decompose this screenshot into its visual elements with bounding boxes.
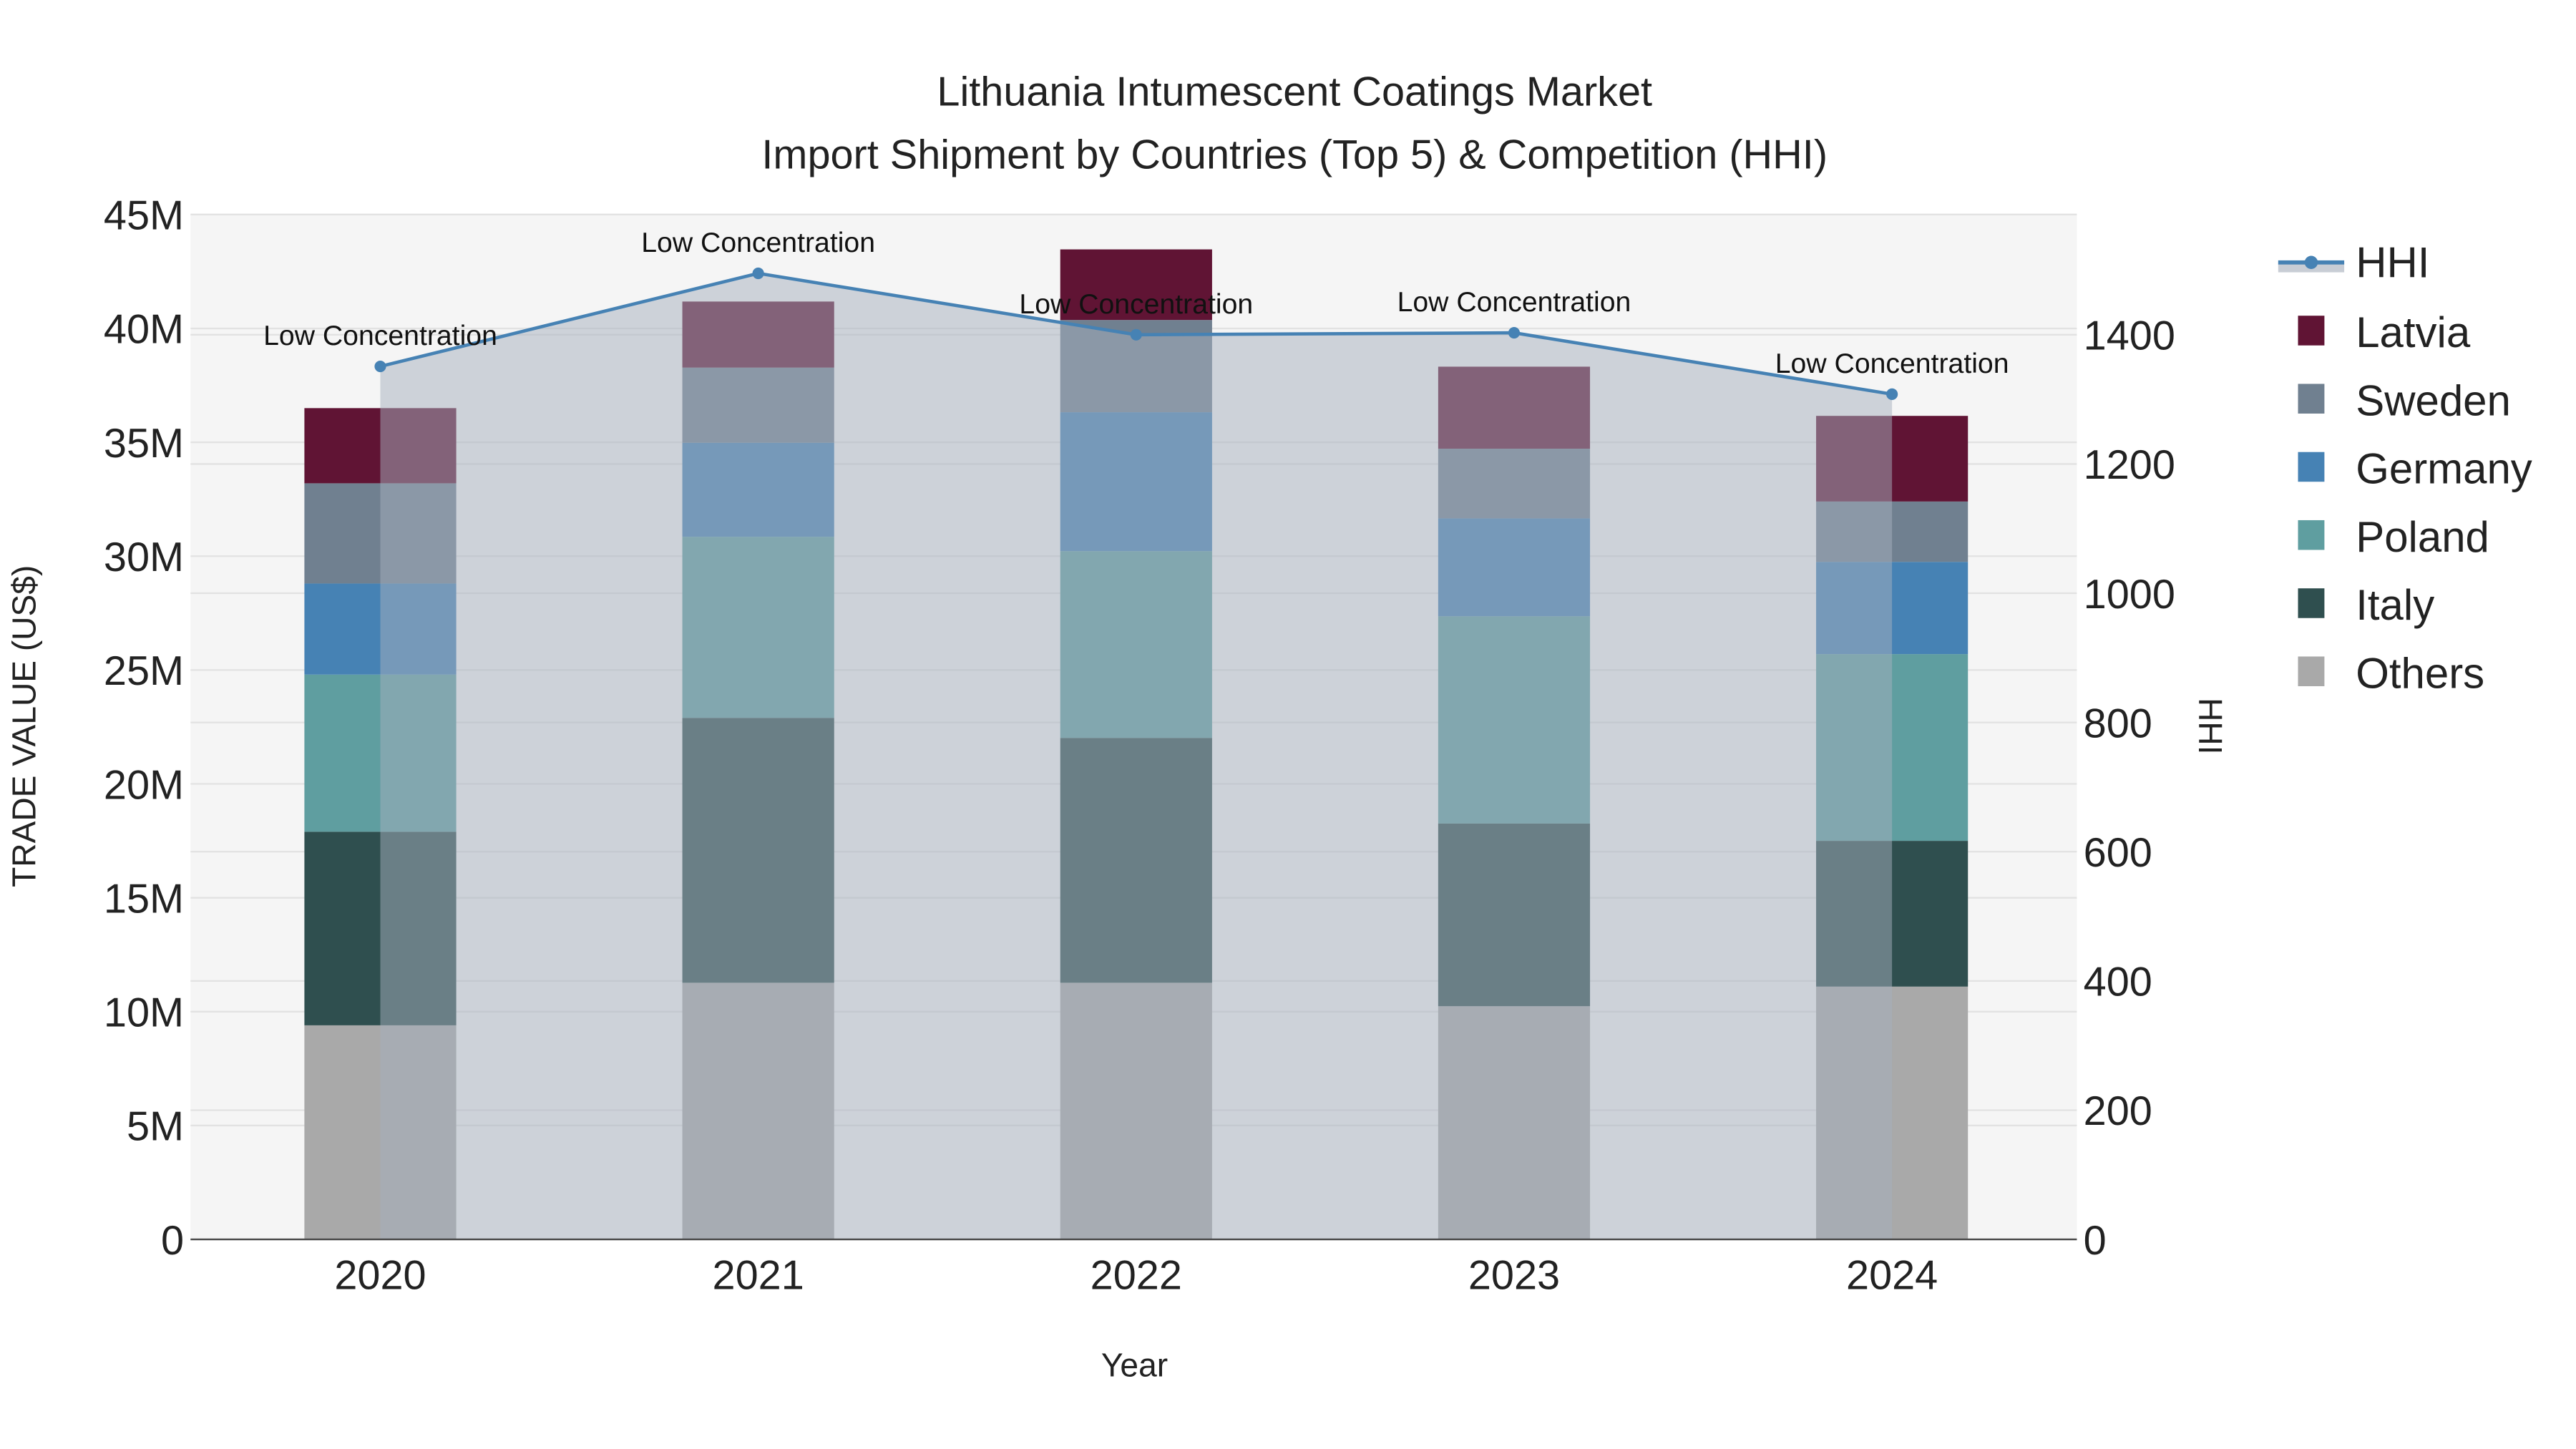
x-axis-title: Year [1101, 1347, 1168, 1384]
hhi-annotation: Low Concentration [641, 228, 875, 258]
y-tick-label: 45M [104, 193, 184, 239]
hhi-annotation: Low Concentration [1775, 348, 2009, 379]
legend-swatch-latvia [2298, 316, 2325, 346]
hhi-annotation: Low Concentration [263, 321, 497, 351]
legend-swatch-sweden [2298, 384, 2325, 414]
y-tick-label: 0 [161, 1218, 184, 1264]
y2-tick-label: 400 [2084, 960, 2152, 1005]
hhi-annotation: Low Concentration [1019, 289, 1253, 320]
legend-swatch-others [2298, 656, 2325, 686]
y2-tick-label: 1200 [2084, 442, 2175, 488]
legend-swatch-italy [2298, 588, 2325, 618]
y2-axis-title: HHI [2192, 698, 2229, 754]
bar-latvia-2022 [1060, 249, 1212, 321]
legend-swatch-poland [2298, 519, 2325, 550]
y-tick-label: 25M [104, 648, 184, 694]
hhi-area [380, 273, 1893, 1240]
chart-subtitle: Import Shipment by Countries (Top 5) & C… [761, 132, 1828, 177]
x-tick-label: 2021 [713, 1252, 804, 1298]
y2-tick-label: 1400 [2084, 313, 2175, 359]
hhi-points: Low Concentration Low Concentration Low Co… [263, 228, 2009, 400]
legend-label-latvia: Latvia [2356, 308, 2471, 356]
x-tick-label: 2024 [1846, 1252, 1938, 1298]
hhi-point [1886, 388, 1898, 400]
hhi-annotation: Low Concentration [1397, 287, 1631, 318]
x-tick-label: 2023 [1468, 1252, 1560, 1298]
legend-label-italy: Italy [2356, 581, 2434, 629]
y-tick-label: 15M [104, 876, 184, 922]
legend-label-others: Others [2356, 649, 2484, 697]
legend-label-poland: Poland [2356, 513, 2489, 561]
x-tick-label: 2020 [334, 1252, 426, 1298]
y-tick-label: 20M [104, 762, 184, 808]
hhi-point [374, 360, 386, 373]
y2-tick-label: 0 [2084, 1218, 2107, 1264]
axes: 0 5M 10M 15M 20M 25M 30M 35M 40M 45M 0 200 400 600 800… [104, 193, 2175, 1299]
y2-tick-label: 200 [2084, 1088, 2152, 1134]
y2-tick-label: 1000 [2084, 572, 2175, 618]
y-axis-title: TRADE VALUE (US$) [5, 565, 42, 887]
y-tick-label: 40M [104, 307, 184, 353]
legend-label-germany: Germany [2356, 445, 2532, 493]
legend-swatch-hhi-marker [2304, 255, 2318, 269]
y-tick-label: 30M [104, 535, 184, 580]
y-tick-label: 10M [104, 990, 184, 1036]
legend-swatch-germany [2298, 452, 2325, 482]
x-tick-label: 2022 [1091, 1252, 1182, 1298]
y2-tick-label: 600 [2084, 830, 2152, 876]
legend-label-sweden: Sweden [2356, 376, 2511, 424]
y2-tick-label: 800 [2084, 701, 2152, 746]
legend: HHI Latvia Sweden Germany Poland Italy Others [2278, 238, 2532, 697]
hhi-point [752, 267, 764, 280]
y-tick-label: 35M [104, 421, 184, 467]
hhi-point [1508, 327, 1521, 339]
legend-label-hhi: HHI [2356, 238, 2429, 286]
hhi-point [1130, 328, 1142, 341]
chart-title: Lithuania Intumescent Coatings Market [937, 69, 1652, 115]
y-tick-label: 5M [127, 1104, 184, 1150]
